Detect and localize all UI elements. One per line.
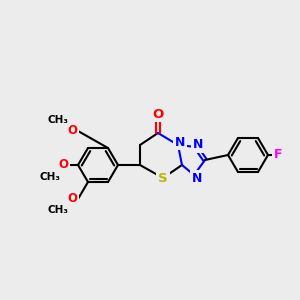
Text: S: S: [158, 172, 168, 184]
Text: N: N: [192, 172, 202, 184]
Text: F: F: [274, 148, 282, 161]
Text: O: O: [152, 107, 164, 121]
Text: CH₃: CH₃: [40, 172, 61, 182]
Text: N: N: [175, 136, 185, 148]
Text: N: N: [193, 139, 203, 152]
Text: O: O: [67, 124, 77, 137]
Text: O: O: [67, 193, 77, 206]
Text: CH₃: CH₃: [47, 115, 68, 125]
Text: O: O: [58, 158, 68, 172]
Text: CH₃: CH₃: [47, 205, 68, 215]
